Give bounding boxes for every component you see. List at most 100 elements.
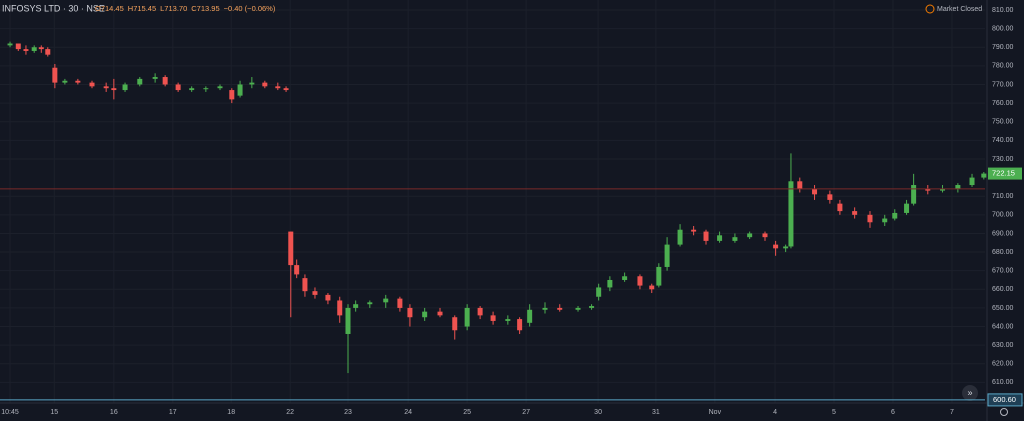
market-status: Market Closed [937,6,982,13]
candle-body [283,88,289,91]
candle-body [867,214,873,223]
candle-body [137,78,143,85]
candle-body [122,84,128,91]
y-tick-label: 630.00 [992,342,1014,349]
candle-body [837,203,843,212]
x-tick-label: 24 [404,409,412,416]
candle-body [152,77,158,79]
y-tick-label: 700.00 [992,212,1014,219]
x-tick-label: 6 [891,409,895,416]
ohlc-legend: O714.45 H715.45 L713.70 C713.95 −0.40 (−0.06… [95,4,276,13]
candle-body [773,244,779,249]
candle-body [111,88,117,91]
ohlc-value: C713.95 [191,4,219,13]
candle-body [103,86,109,89]
candle-body [852,211,858,215]
candle-body [904,203,910,213]
candle-body [969,177,975,186]
candle-body [477,307,483,316]
candle-body [732,237,738,241]
x-tick-label: 17 [169,409,177,416]
y-tick-label: 810.00 [992,7,1014,14]
candle-body [762,233,768,238]
y-tick-label: 770.00 [992,81,1014,88]
x-tick-label: 4 [773,409,777,416]
candle-body [203,88,209,90]
candle-body [325,294,331,301]
x-tick-label: 31 [652,409,660,416]
x-tick-label: 25 [463,409,471,416]
candle-body [353,304,359,308]
candle-body [827,194,833,200]
candle-body [490,315,496,321]
last-price-label: 722.15 [992,169,1015,178]
candle-body [637,276,643,286]
candle-body [89,82,95,87]
y-tick-label: 620.00 [992,361,1014,368]
ohlc-value: O714.45 [95,4,124,13]
candle-body [664,244,670,267]
ohlc-value: L713.70 [160,4,187,13]
crosshair-label: 600.60 [993,395,1016,404]
candle-body [589,306,595,308]
candle-body [62,80,68,83]
x-tick-label: 27 [522,409,530,416]
candle-body [75,80,81,83]
candle-body [262,82,268,87]
change-value: −0.40 (−0.06%) [224,4,276,13]
candle-body [940,188,946,191]
x-tick-label: 23 [344,409,352,416]
candle-body [596,287,602,297]
y-tick-label: 790.00 [992,44,1014,51]
y-tick-label: 650.00 [992,305,1014,312]
status-icon [925,4,935,14]
y-tick-label: 670.00 [992,268,1014,275]
candle-body [367,302,373,305]
candle-body [607,279,613,288]
candle-body [955,185,961,189]
y-tick-label: 760.00 [992,100,1014,107]
candle-body [15,43,21,50]
candle-body [925,188,931,191]
candle-body [622,276,628,280]
y-tick-label: 780.00 [992,63,1014,70]
x-tick-label: 7 [950,409,954,416]
scroll-button[interactable] [962,385,978,401]
candle-body [542,307,548,310]
candle-body [229,90,235,100]
settings-icon[interactable] [1000,408,1008,416]
x-tick-label: Nov [709,409,722,416]
candle-body [407,307,413,318]
y-tick-label: 680.00 [992,249,1014,256]
candle-body [189,88,195,91]
candle-body [981,173,987,178]
y-tick-label: 710.00 [992,193,1014,200]
candle-body [52,67,58,83]
candle-body [812,188,818,195]
y-tick-label: 800.00 [992,25,1014,32]
candle-body [783,246,789,249]
x-tick-label: 16 [110,409,118,416]
candle-body [437,311,443,316]
candle-body [527,309,533,323]
candles [7,41,987,374]
y-tick-label: 640.00 [992,323,1014,330]
candle-body [703,231,709,241]
x-tick-label: 18 [227,409,235,416]
candle-body [575,307,581,310]
candle-body [717,235,723,241]
x-tick-label: 22 [286,409,294,416]
candle-body [911,185,917,204]
candle-body [557,307,563,310]
candle-body [288,231,294,266]
candle-body [797,181,803,189]
y-tick-label: 730.00 [992,156,1014,163]
x-tick-label: 30 [594,409,602,416]
candle-body [275,86,281,89]
candle-body [677,229,683,245]
candle-body [312,291,318,295]
scroll-icon[interactable]: » [967,387,972,397]
candle-body [656,266,662,286]
candle-body [505,319,511,321]
